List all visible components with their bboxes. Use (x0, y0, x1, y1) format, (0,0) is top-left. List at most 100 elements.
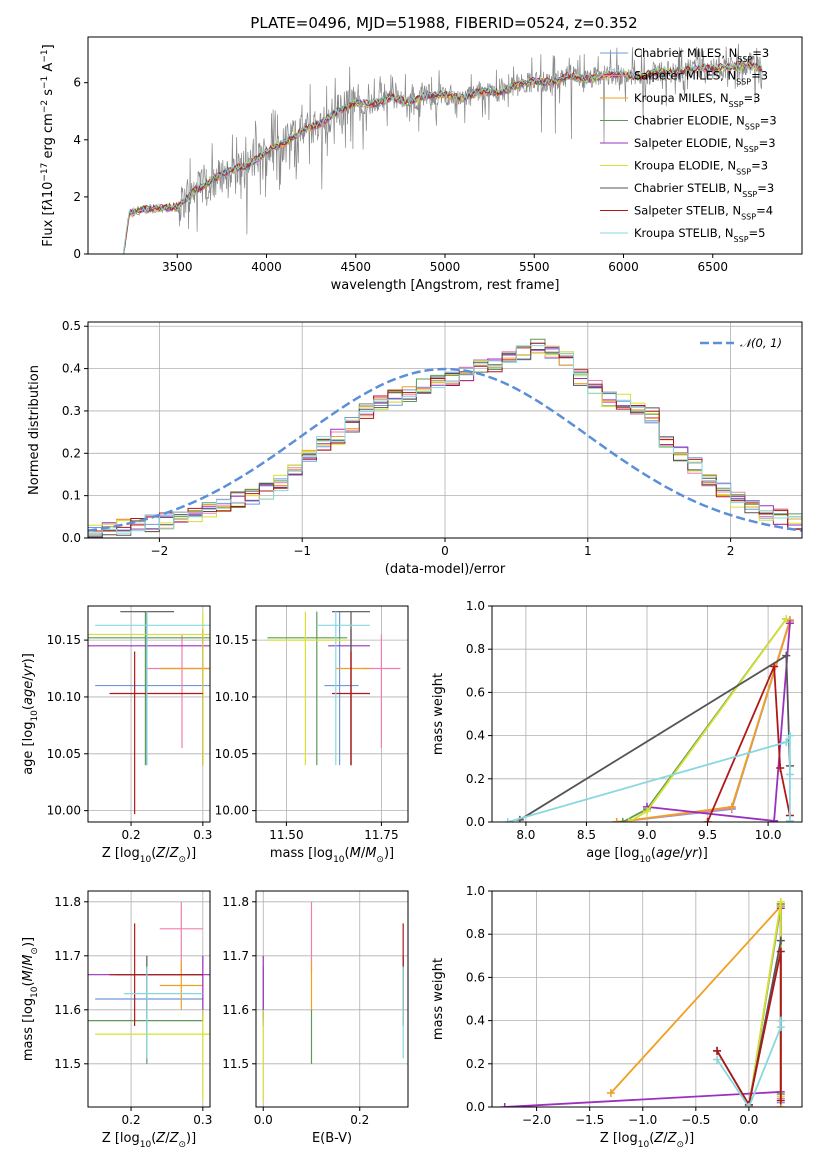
y-tick-label: 1.0 (466, 599, 485, 613)
axes-frame (87, 890, 211, 1108)
x-tick-label: −0.5 (681, 1113, 710, 1127)
weight-marker-5 (776, 897, 785, 906)
y-tick-label: 11.7 (222, 949, 249, 963)
weight-line-6 (519, 654, 791, 821)
x-tick-label: 6500 (697, 260, 728, 274)
weight-marker-2 (727, 802, 736, 811)
y-tick-label: 0.4 (62, 362, 81, 376)
x-tick-label: 9.5 (698, 828, 717, 842)
x-axis-label: mass [log10(M/M⊙)] (270, 846, 394, 865)
y-tick-label: 0.0 (466, 1100, 485, 1114)
x-tick-label: 0.3 (193, 1113, 212, 1127)
y-axis-label: mass [log10(M/M⊙)] (21, 937, 40, 1061)
x-tick-label: 0.2 (350, 1113, 369, 1127)
plot-area (503, 614, 794, 822)
weight-marker-8 (785, 731, 794, 740)
y-tick-label: 10.05 (47, 747, 81, 761)
weight-marker-2 (612, 818, 621, 822)
plot-area (123, 43, 763, 254)
x-tick-label: 0 (441, 544, 449, 558)
weight-line-7 (706, 666, 791, 822)
legend-label-7: Salpeter STELIB, NSSP=4 (634, 204, 773, 222)
weight-marker-3 (618, 818, 627, 822)
y-tick-label: 0.8 (466, 642, 485, 656)
plot-area (88, 338, 802, 538)
y-tick-label: 0.3 (62, 404, 81, 418)
legend-label-6: Chabrier STELIB, NSSP=3 (634, 181, 774, 199)
x-tick-label: 5500 (519, 260, 550, 274)
figure-title: PLATE=0496, MJD=51988, FIBERID=0524, z=0… (250, 14, 637, 32)
plot-area (88, 901, 210, 1102)
axes-frame (87, 605, 211, 823)
weight-marker-7 (770, 662, 779, 671)
x-tick-label: 0.0 (739, 1113, 758, 1127)
y-tick-label: 11.5 (222, 1057, 249, 1071)
normal-curve (88, 367, 802, 532)
y-tick-label: 10.00 (47, 804, 81, 818)
weight-marker-7 (713, 1046, 722, 1055)
x-tick-label: −1.0 (628, 1113, 657, 1127)
y-tick-label: 10.15 (47, 633, 81, 647)
weight-marker-5 (643, 807, 651, 816)
panel-age-vs-mass: 11.50 11.75 10.00 10.05 10.10 10.15 mass [log1… (215, 605, 409, 865)
x-tick-label: 2 (727, 544, 735, 558)
x-axis-label: Z [log10(Z/Z⊙)] (102, 846, 196, 865)
x-axis-label: wavelength [Angstrom, rest frame] (331, 278, 560, 293)
legend-label-4: Salpeter ELODIE, NSSP=3 (634, 136, 776, 154)
y-tick-label: 0.4 (466, 729, 485, 743)
y-tick-label: 0.6 (466, 685, 485, 699)
y-tick-label: 10.15 (215, 633, 249, 647)
x-tick-label: 11.50 (269, 828, 303, 842)
y-tick-label: 10.05 (215, 747, 249, 761)
x-axis-label: (data-model)/error (385, 562, 506, 577)
legend-label-0: Chabrier MILES, NSSP=3 (634, 46, 769, 64)
observed-spectrum (123, 43, 763, 254)
x-tick-label: 3500 (162, 260, 193, 274)
x-tick-label: 1 (584, 544, 592, 558)
plot-area (88, 611, 210, 815)
weight-marker-4 (785, 619, 794, 628)
y-tick-label: 0.4 (466, 1014, 485, 1028)
y-tick-label: 0.5 (62, 319, 81, 333)
weight-marker-7 (776, 947, 785, 956)
weight-marker-7 (776, 764, 785, 772)
y-tick-label: 0.2 (466, 1057, 485, 1071)
plot-area (267, 611, 401, 766)
y-tick-label: 10.00 (215, 804, 249, 818)
y-axis-label: mass weight (431, 673, 446, 755)
legend-label-5: Kroupa ELODIE, NSSP=3 (634, 159, 768, 177)
x-tick-label: 10.0 (755, 828, 782, 842)
weight-marker-4 (770, 816, 779, 822)
y-tick-label: 10.10 (215, 690, 249, 704)
axes-frame (491, 890, 803, 1108)
x-tick-label: 4000 (251, 260, 282, 274)
x-tick-label: 6000 (608, 260, 639, 274)
legend-label-3: Chabrier ELODIE, NSSP=3 (634, 114, 777, 132)
y-tick-label: 11.6 (54, 1003, 81, 1017)
weight-marker-5 (782, 614, 791, 623)
x-tick-label: 4500 (340, 260, 371, 274)
x-axis-label: Z [log10(Z/Z⊙)] (102, 1131, 196, 1150)
panel-spectrum: 3500 4000 4500 5000 5500 6000 6500 0 2 4 6 waveleng… (40, 36, 803, 293)
histogram-8 (88, 345, 802, 534)
x-axis-label: E(B-V) (312, 1131, 352, 1146)
weight-marker-4 (500, 1103, 509, 1107)
x-axis-label: age [log10(age/yr)] (586, 846, 708, 865)
y-axis-label: Normed distribution (27, 365, 42, 495)
x-tick-label: 0.0 (254, 1113, 273, 1127)
weight-marker-8 (503, 818, 512, 822)
weight-marker-8 (713, 1055, 722, 1064)
y-tick-label: 11.6 (222, 1003, 249, 1017)
y-tick-label: 0.2 (466, 772, 485, 786)
y-tick-label: 0.0 (466, 815, 485, 829)
y-tick-label: 0.2 (62, 446, 81, 460)
y-tick-label: 11.8 (222, 895, 249, 909)
y-tick-label: 10.10 (47, 690, 81, 704)
y-tick-label: 2 (73, 190, 81, 204)
y-axis-label: age [log10(age/yr)] (21, 653, 40, 775)
plot-area (500, 897, 785, 1107)
weight-marker-8 (785, 816, 794, 822)
model-line-8 (123, 61, 763, 254)
y-tick-label: 11.8 (54, 895, 81, 909)
